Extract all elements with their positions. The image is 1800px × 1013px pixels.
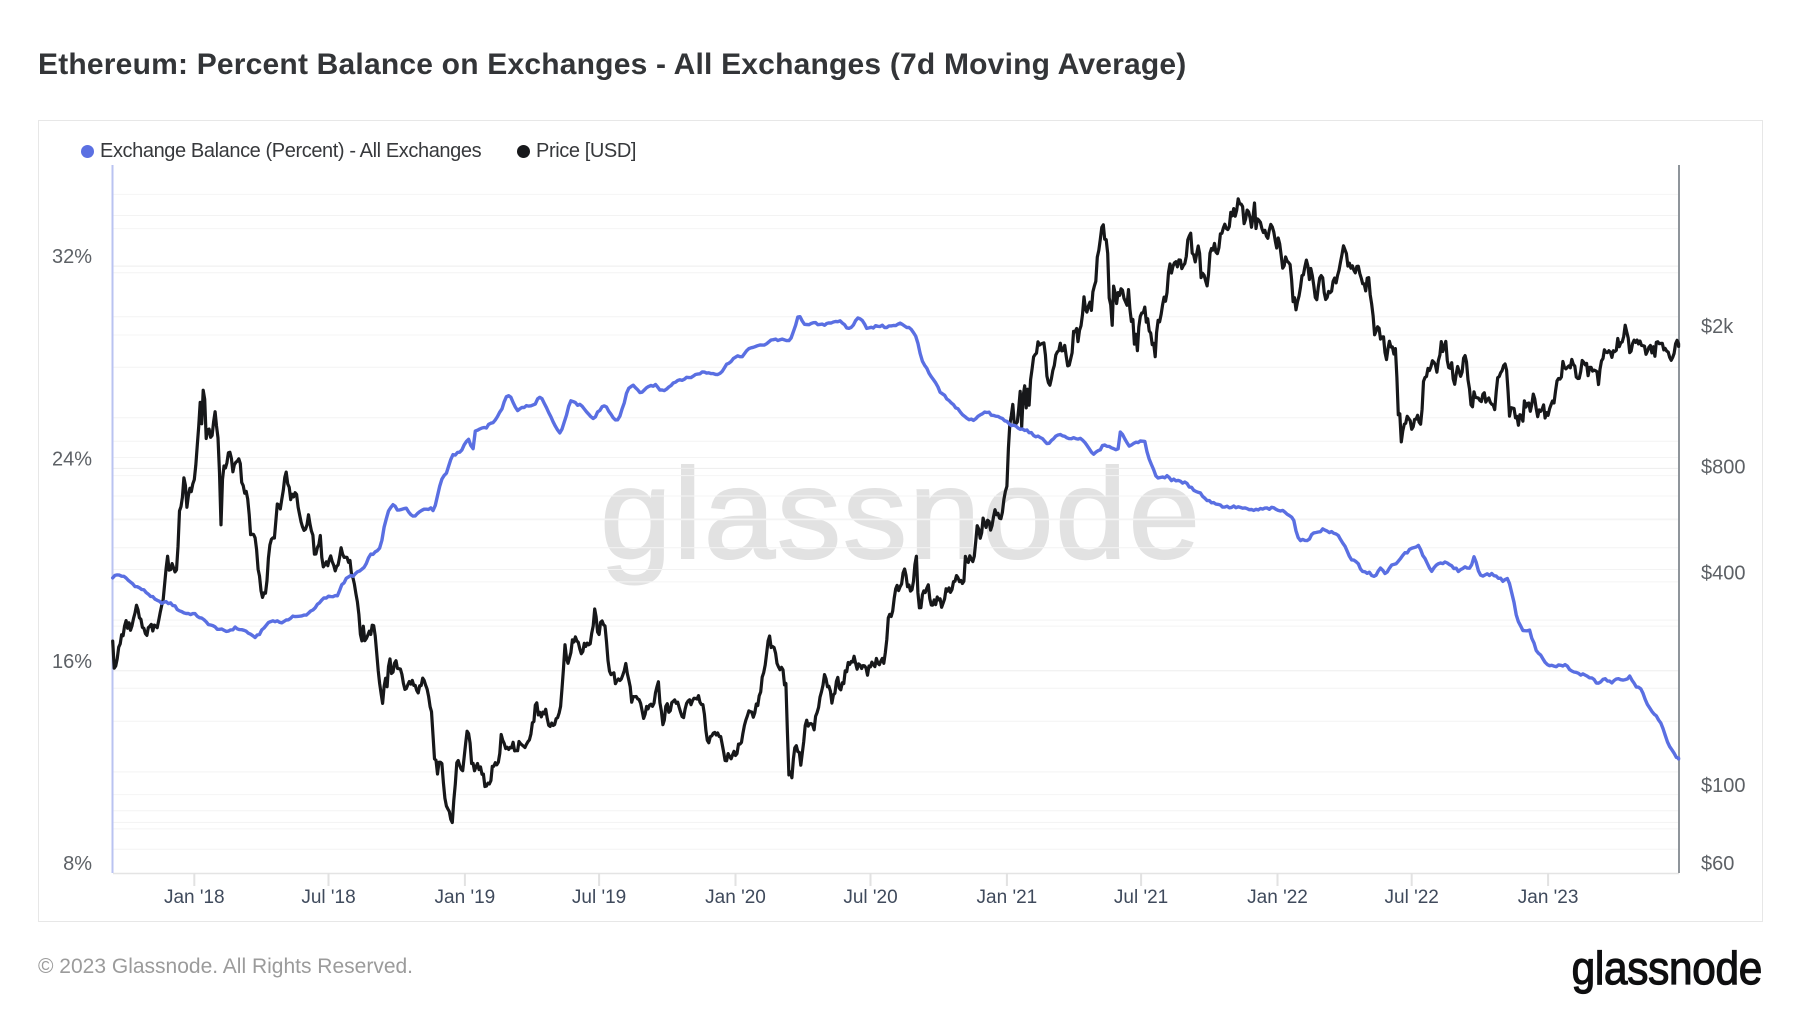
svg-text:$60: $60 [1701,853,1734,875]
svg-text:Jan '23: Jan '23 [1518,887,1579,908]
svg-text:glassnode: glassnode [600,443,1202,586]
svg-text:Jul '21: Jul '21 [1114,887,1168,908]
svg-text:$800: $800 [1701,457,1746,479]
svg-text:Jul '19: Jul '19 [572,887,626,908]
svg-text:Jan '21: Jan '21 [977,887,1038,908]
svg-text:$100: $100 [1701,775,1746,797]
svg-text:Jul '20: Jul '20 [843,887,897,908]
svg-text:$2k: $2k [1701,316,1734,338]
svg-text:Jan '18: Jan '18 [164,887,225,908]
svg-text:8%: 8% [63,853,92,875]
svg-text:Jan '19: Jan '19 [435,887,496,908]
svg-text:32%: 32% [52,246,92,268]
svg-text:$400: $400 [1701,563,1746,585]
svg-text:16%: 16% [52,651,92,673]
svg-text:Jul '22: Jul '22 [1385,887,1439,908]
svg-text:Jan '20: Jan '20 [705,887,766,908]
svg-text:24%: 24% [52,449,92,471]
svg-text:Jul '18: Jul '18 [301,887,355,908]
svg-text:Jan '22: Jan '22 [1247,887,1308,908]
